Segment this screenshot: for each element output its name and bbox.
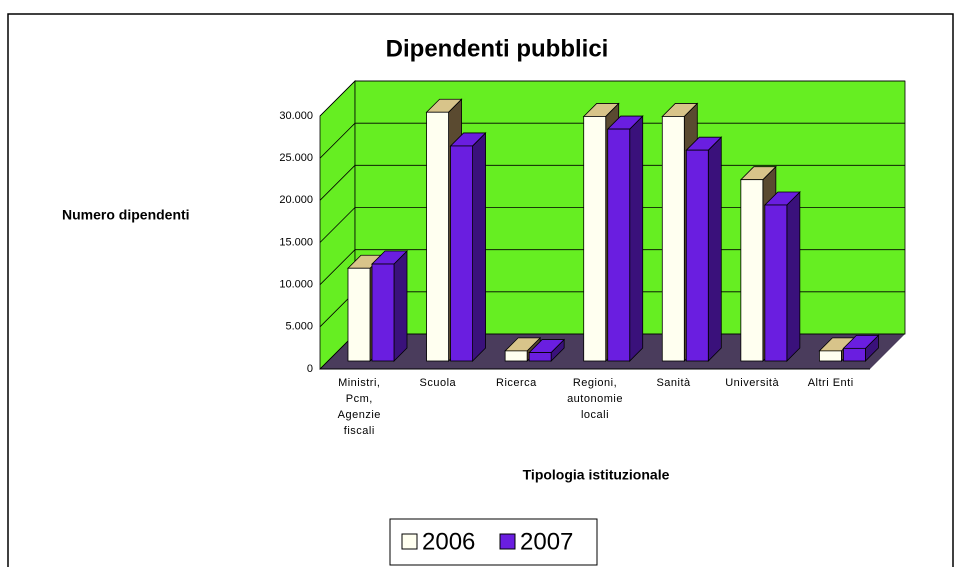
x-tick-label: Sanità (656, 377, 691, 389)
x-axis-label: Tipologia istituzionale (523, 467, 670, 483)
y-tick-label: 20.000 (279, 194, 313, 206)
bar-front (764, 204, 788, 362)
chart-title: Dipendenti pubblici (386, 35, 609, 62)
bar (842, 334, 880, 362)
bar-side (707, 136, 722, 362)
x-tick-label: Scuola (419, 377, 457, 389)
bar-front (607, 128, 631, 362)
bar-side (472, 131, 486, 362)
legend-label: 2006 (422, 528, 475, 555)
grid-line (319, 80, 905, 117)
bar-side (786, 191, 801, 362)
bar-front (504, 350, 528, 362)
bar (449, 131, 487, 362)
legend-swatch (401, 533, 418, 550)
bar-side (629, 115, 644, 362)
legend-box (389, 518, 598, 566)
bar-side (393, 250, 408, 362)
y-tick-label: 0 (307, 363, 313, 375)
y-axis-label: Numero dipendenti (62, 207, 190, 223)
frame (7, 13, 954, 567)
x-tick-label: Ricerca (496, 377, 537, 389)
bar-front (347, 267, 371, 362)
legend-swatch (499, 533, 516, 550)
x-tick-label: Ministri, Pcm, Agenzie fiscali (337, 377, 381, 437)
bar-front (685, 149, 709, 362)
grid-line (319, 122, 905, 159)
y-tick-label: 15.000 (279, 236, 313, 248)
x-tick-label: Università (725, 377, 780, 389)
bar-front (583, 116, 607, 362)
bar (606, 115, 644, 362)
bar-front (819, 350, 842, 362)
bar-front (843, 347, 866, 362)
bar (685, 136, 723, 362)
legend-label: 2007 (520, 528, 573, 555)
x-tick-label: Regioni, autonomie locali (567, 377, 623, 421)
bar (528, 338, 566, 362)
bar (371, 250, 408, 362)
bar-front (426, 111, 449, 362)
y-tick-label: 30.000 (279, 110, 313, 122)
bar-front (740, 179, 764, 362)
bar-front (450, 145, 473, 362)
y-tick-label: 10.000 (279, 279, 313, 291)
bar (763, 191, 801, 362)
bar-front (661, 116, 685, 362)
x-tick-label: Altri Enti (807, 377, 854, 389)
bar-front (371, 263, 395, 362)
bar-front (528, 352, 552, 362)
y-tick-label: 5.000 (285, 321, 313, 333)
y-tick-label: 25.000 (279, 152, 313, 164)
